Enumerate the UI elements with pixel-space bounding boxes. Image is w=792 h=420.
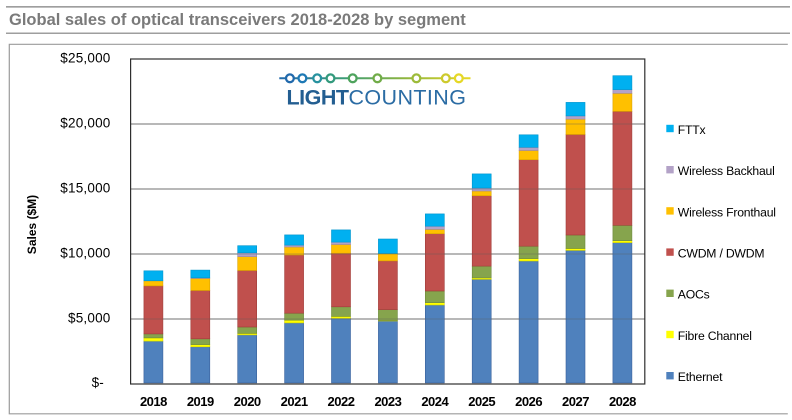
svg-text:$20,000: $20,000: [60, 116, 110, 131]
svg-text:2027: 2027: [562, 394, 589, 409]
svg-text:Wireless Fronthaul: Wireless Fronthaul: [678, 205, 776, 219]
svg-text:FTTx: FTTx: [678, 123, 706, 137]
svg-text:$15,000: $15,000: [60, 181, 110, 196]
svg-text:Ethernet: Ethernet: [678, 370, 723, 384]
svg-text:2028: 2028: [609, 394, 636, 409]
svg-text:Fibre Channel: Fibre Channel: [678, 329, 752, 343]
svg-text:2020: 2020: [234, 394, 261, 409]
svg-text:2022: 2022: [328, 394, 355, 409]
svg-text:2021: 2021: [281, 394, 308, 409]
svg-text:Sales ($M): Sales ($M): [25, 195, 39, 254]
svg-text:$10,000: $10,000: [60, 246, 110, 261]
svg-text:2025: 2025: [468, 394, 495, 409]
svg-text:$5,000: $5,000: [68, 311, 111, 326]
svg-text:Global sales of optical transc: Global sales of optical transceivers 201…: [9, 11, 466, 29]
svg-text:LIGHTCOUNTING: LIGHTCOUNTING: [287, 86, 467, 110]
svg-text:Wireless Backhaul: Wireless Backhaul: [678, 164, 775, 178]
svg-text:$25,000: $25,000: [60, 51, 110, 66]
svg-text:2026: 2026: [515, 394, 542, 409]
svg-text:2023: 2023: [374, 394, 401, 409]
svg-text:2018: 2018: [140, 394, 167, 409]
svg-text:AOCs: AOCs: [678, 288, 710, 302]
svg-text:2019: 2019: [187, 394, 214, 409]
svg-text:CWDM / DWDM: CWDM / DWDM: [678, 247, 765, 261]
svg-text:2024: 2024: [421, 394, 449, 409]
svg-text:$-: $-: [92, 375, 104, 390]
